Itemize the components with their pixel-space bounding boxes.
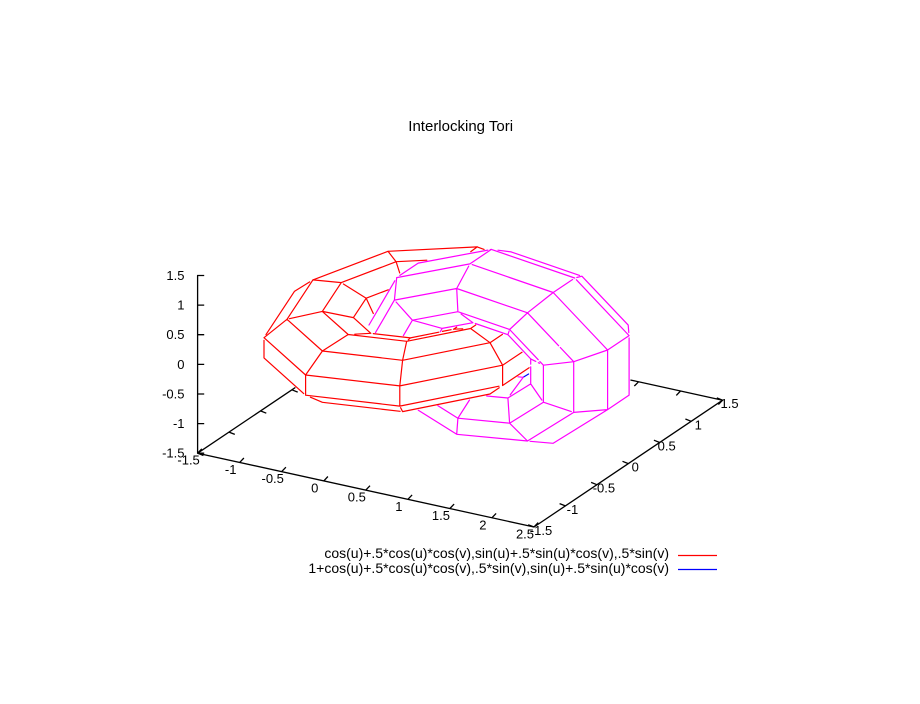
svg-text:0: 0: [177, 357, 184, 372]
svg-text:-1: -1: [567, 502, 579, 517]
svg-text:1+cos(u)+.5*cos(u)*cos(v),.5*s: 1+cos(u)+.5*cos(u)*cos(v),.5*sin(v),sin(…: [308, 560, 669, 576]
svg-text:1.5: 1.5: [166, 268, 184, 283]
svg-text:2.5: 2.5: [516, 527, 534, 542]
svg-text:-0.5: -0.5: [261, 471, 283, 486]
svg-text:-1: -1: [173, 416, 185, 431]
svg-text:1.5: 1.5: [432, 508, 450, 523]
svg-text:-0.5: -0.5: [593, 481, 615, 496]
svg-text:-1: -1: [225, 462, 237, 477]
svg-text:0: 0: [311, 480, 318, 495]
svg-text:0.5: 0.5: [658, 439, 676, 454]
svg-text:-1.5: -1.5: [177, 453, 199, 468]
svg-text:2: 2: [479, 517, 486, 532]
svg-text:-1.5: -1.5: [162, 446, 184, 461]
svg-text:-0.5: -0.5: [162, 387, 184, 402]
svg-text:1: 1: [177, 298, 184, 313]
svg-text:0.5: 0.5: [166, 327, 184, 342]
svg-text:1.5: 1.5: [721, 396, 739, 411]
svg-text:cos(u)+.5*cos(u)*cos(v),sin(u): cos(u)+.5*cos(u)*cos(v),sin(u)+.5*sin(u)…: [324, 545, 669, 561]
svg-text:1: 1: [695, 417, 702, 432]
svg-text:0.5: 0.5: [348, 490, 366, 505]
svg-text:Interlocking Tori: Interlocking Tori: [408, 118, 513, 135]
svg-text:0: 0: [632, 460, 639, 475]
svg-text:-1.5: -1.5: [530, 523, 552, 538]
svg-text:1: 1: [395, 499, 402, 514]
